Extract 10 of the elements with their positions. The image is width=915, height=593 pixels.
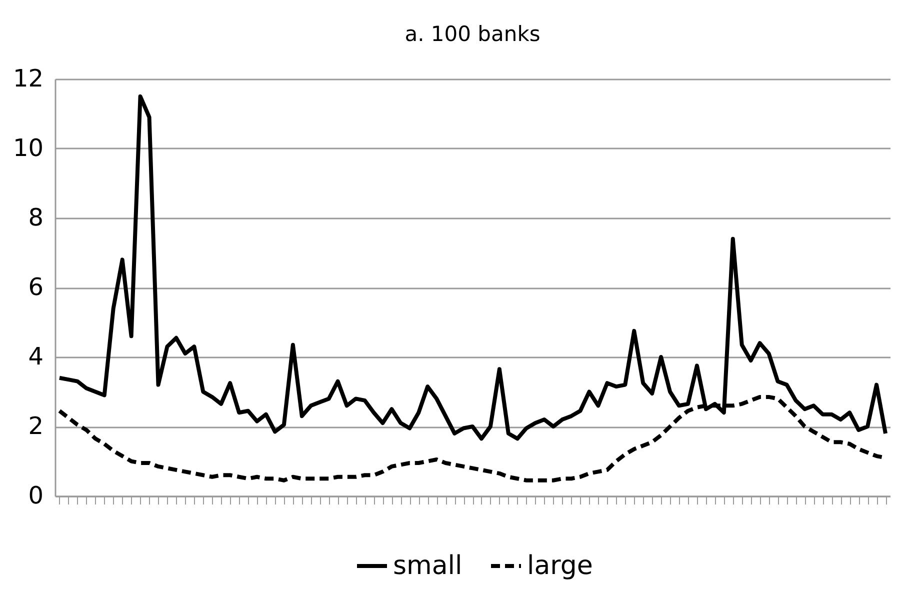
y-tick-label: 0 [28, 482, 44, 510]
chart-title: a. 100 banks [404, 22, 540, 46]
y-tick-label: 12 [12, 64, 44, 92]
legend-label: large [527, 551, 593, 581]
y-tick-label: 2 [28, 412, 44, 440]
y-tick-label: 10 [12, 134, 44, 162]
legend-label: small [393, 551, 462, 581]
y-tick-label: 4 [28, 342, 44, 370]
y-tick-label: 8 [28, 204, 44, 232]
y-tick-label: 6 [28, 273, 44, 301]
